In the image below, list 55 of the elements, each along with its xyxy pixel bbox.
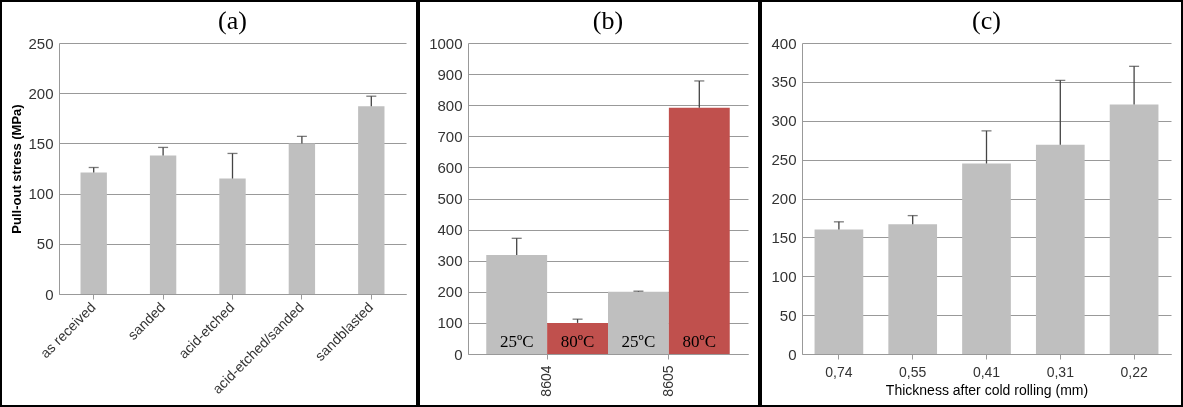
bar [962,163,1011,354]
y-tick-label: 300 [437,252,463,270]
y-tick-label: 500 [437,190,463,207]
x-tick-label: 0,31 [1046,363,1075,380]
y-tick-label: 700 [437,127,463,145]
x-tick-label: 8604 [538,365,555,397]
chart-title: (c) [972,6,1001,35]
bar [888,224,938,354]
series-label: 25ºC [499,332,534,351]
y-tick-label: 200 [771,190,797,207]
y-tick-label: 900 [437,65,463,83]
y-tick-label: 600 [437,158,463,176]
y-tick-label: 200 [437,283,463,301]
y-tick-label: 250 [28,34,54,52]
y-tick-label: 800 [437,96,463,114]
y-tick-label: 400 [437,221,463,239]
y-tick-label: 0 [788,345,797,363]
y-tick-label: 150 [28,134,54,152]
bar [219,178,246,294]
x-tick-label: 0,55 [899,363,927,380]
y-tick-label: 100 [771,267,797,285]
y-tick-label: 300 [771,112,797,130]
y-tick-label: 50 [36,235,54,253]
chart-title: (b) [592,6,624,35]
text: 80ºC [682,332,717,351]
bar [814,229,864,354]
y-tick-label: 350 [771,73,797,91]
y-tick-label: 200 [28,84,54,102]
x-tick-label: 0,41 [972,363,1001,380]
bar [288,143,316,294]
chart-title: (a) [218,6,247,35]
x-axis-title: Thickness after cold rolling (mm) [885,381,1089,398]
y-tick-label: 50 [779,306,797,324]
bar [149,155,177,294]
bar [486,255,548,354]
y-tick-label: 0 [45,285,54,303]
y-tick-label: 1000 [429,34,463,52]
bar [1035,144,1085,354]
y-tick-label: 0 [454,345,463,363]
x-tick-label: 8605 [659,365,676,397]
y-tick-label: 250 [771,151,797,169]
bar [608,291,669,354]
y-tick-label: 100 [437,314,463,332]
series-label: 80ºC [560,332,595,351]
bar [358,106,385,294]
x-tick-label: 0,22 [1120,363,1148,380]
y-tick-label: 150 [771,228,797,246]
bar [1109,104,1159,354]
y-axis-title: Pull-out stress (MPa) [9,104,25,234]
y-tick-label: 100 [28,185,54,203]
text: 25ºC [621,332,656,351]
x-tick-label: 0,74 [825,363,853,380]
y-tick-label: 400 [771,34,797,52]
bar [80,172,107,294]
bar [668,107,730,354]
